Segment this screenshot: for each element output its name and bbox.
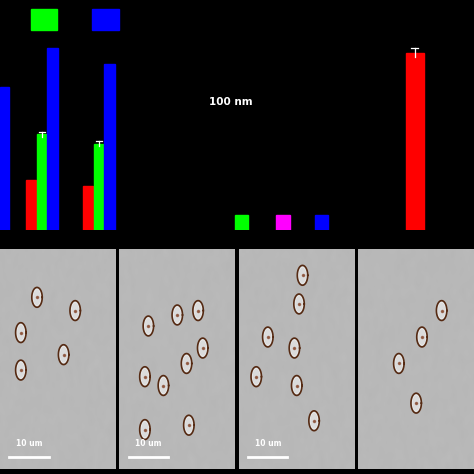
Bar [47, 48, 58, 230]
Bar [276, 215, 290, 230]
Polygon shape [182, 355, 191, 372]
Polygon shape [198, 339, 207, 356]
Polygon shape [290, 339, 299, 356]
Polygon shape [310, 412, 319, 429]
Polygon shape [17, 324, 25, 341]
Polygon shape [264, 328, 272, 346]
Polygon shape [140, 421, 149, 438]
Polygon shape [292, 377, 301, 394]
Polygon shape [184, 417, 193, 434]
Text: 10 um: 10 um [135, 439, 162, 448]
Text: 100 nm: 100 nm [209, 97, 252, 107]
Bar [94, 144, 104, 230]
Polygon shape [173, 307, 182, 323]
Polygon shape [412, 395, 420, 411]
Polygon shape [437, 302, 446, 319]
Bar [406, 53, 424, 230]
Bar [104, 64, 115, 230]
Polygon shape [298, 267, 307, 284]
Polygon shape [33, 289, 41, 306]
Bar [31, 9, 57, 30]
Polygon shape [295, 295, 303, 312]
Bar [92, 9, 118, 30]
Polygon shape [140, 368, 149, 385]
Polygon shape [17, 362, 25, 379]
Polygon shape [194, 302, 202, 319]
Polygon shape [418, 328, 427, 346]
Polygon shape [71, 302, 80, 319]
Polygon shape [394, 355, 403, 372]
Text: 10 um: 10 um [16, 439, 42, 448]
Text: 10 um: 10 um [255, 439, 281, 448]
Bar [83, 186, 93, 230]
Bar [235, 215, 248, 230]
Polygon shape [59, 346, 68, 363]
Polygon shape [159, 377, 168, 394]
Bar [0, 87, 9, 230]
Bar [26, 181, 36, 230]
Polygon shape [144, 318, 153, 335]
Bar [37, 135, 47, 230]
Polygon shape [252, 368, 261, 385]
Bar [315, 215, 328, 230]
